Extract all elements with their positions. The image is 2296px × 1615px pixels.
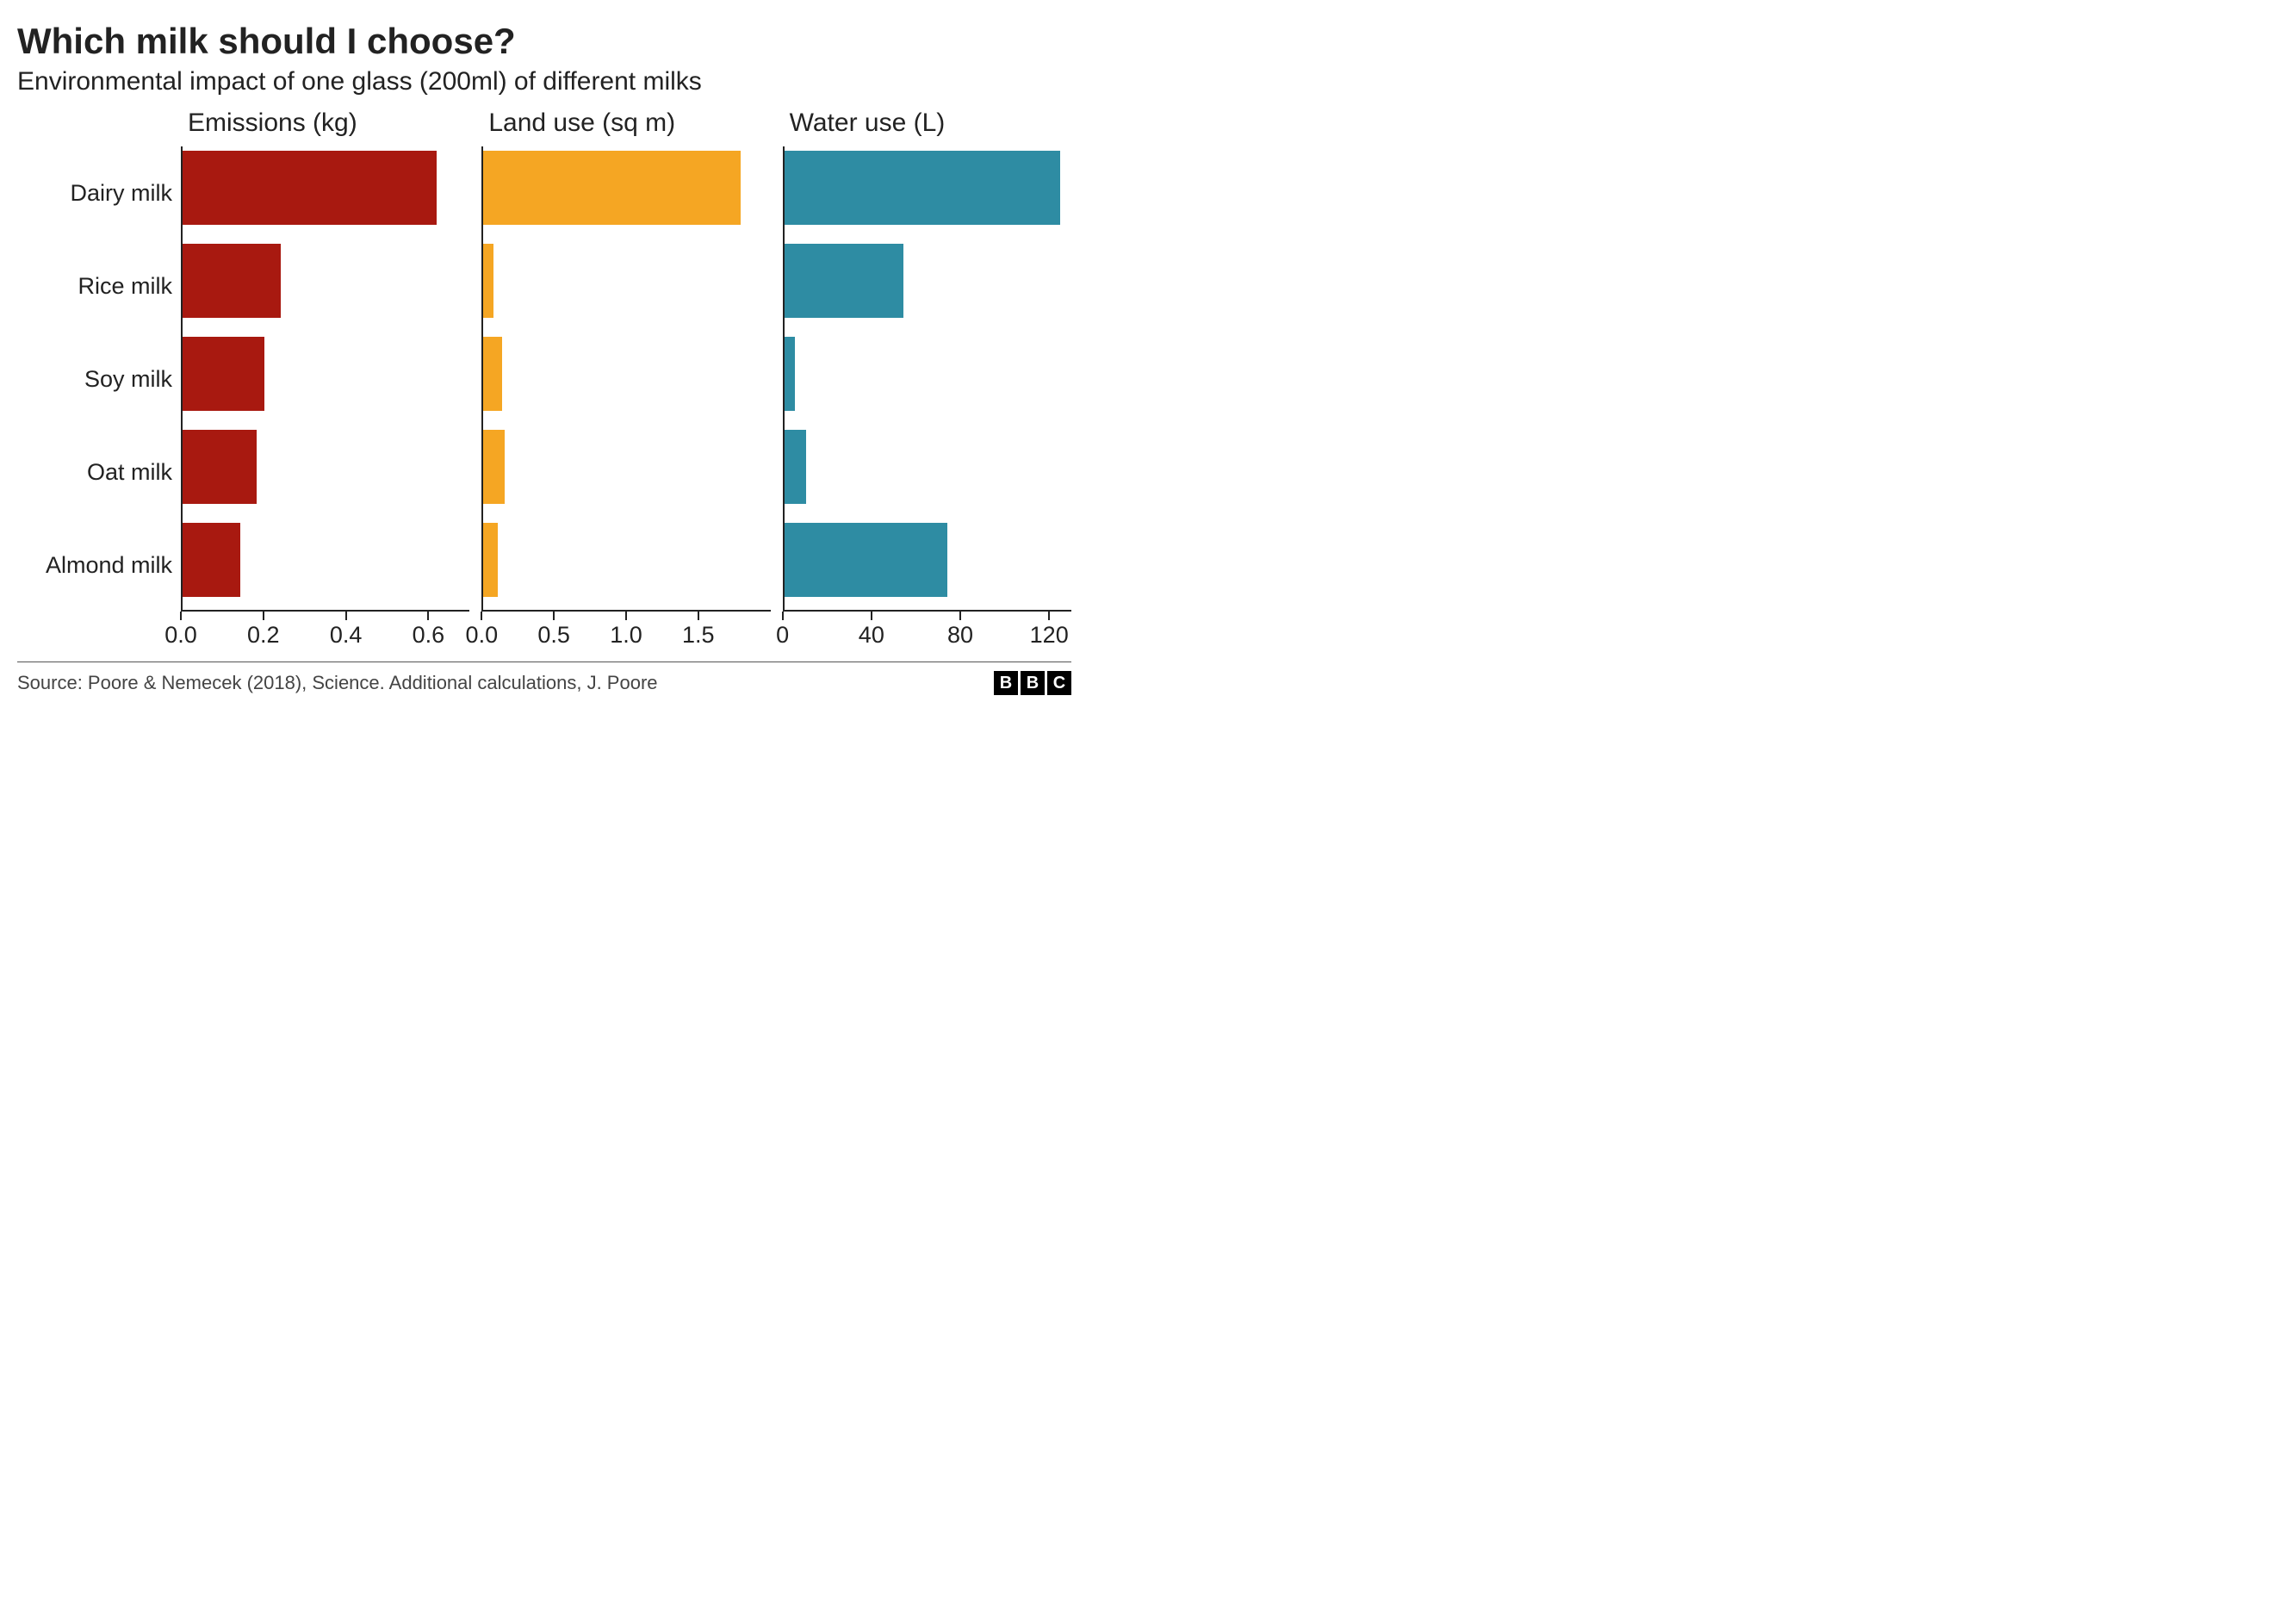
x-tick-label: 0.0	[164, 622, 197, 649]
x-tick-label: 80	[947, 622, 973, 649]
bar	[785, 430, 807, 504]
chart-title: Land use (sq m)	[481, 107, 770, 146]
chart-panel-emissions: Emissions (kg)0.00.20.40.6	[181, 107, 469, 655]
bar	[183, 244, 281, 318]
bar	[183, 151, 437, 225]
source-text: Source: Poore & Nemecek (2018), Science.…	[17, 672, 658, 694]
x-tick	[782, 612, 784, 620]
page-subtitle: Environmental impact of one glass (200ml…	[17, 67, 1071, 96]
bbc-logo-letter: B	[1021, 671, 1045, 695]
x-tick	[959, 612, 961, 620]
x-tick	[698, 612, 699, 620]
category-label: Dairy milk	[17, 146, 181, 239]
category-label: Almond milk	[17, 519, 181, 612]
x-tick-label: 0	[776, 622, 789, 649]
bbc-logo: BBC	[994, 671, 1071, 695]
bar	[785, 244, 903, 318]
bar	[183, 430, 257, 504]
x-tick	[1048, 612, 1050, 620]
charts-row: Dairy milkRice milkSoy milkOat milkAlmon…	[17, 107, 1071, 655]
bar	[483, 430, 505, 504]
x-tick	[345, 612, 347, 620]
x-axis: 0.00.51.01.5	[481, 612, 770, 655]
x-tick	[263, 612, 264, 620]
plot-area	[181, 146, 469, 612]
bar	[183, 523, 240, 597]
bar	[183, 337, 264, 411]
x-tick	[625, 612, 627, 620]
bbc-logo-letter: B	[994, 671, 1018, 695]
plot-area	[481, 146, 770, 612]
bar	[483, 523, 498, 597]
chart-title: Emissions (kg)	[181, 107, 469, 146]
bar	[483, 337, 502, 411]
x-tick-label: 120	[1030, 622, 1069, 649]
x-axis: 0.00.20.40.6	[181, 612, 469, 655]
x-tick-label: 1.0	[610, 622, 642, 649]
x-tick-label: 0.4	[330, 622, 363, 649]
chart-panel-water: Water use (L)04080120	[783, 107, 1071, 655]
x-tick-label: 0.6	[413, 622, 445, 649]
x-tick-label: 40	[859, 622, 884, 649]
x-tick	[481, 612, 482, 620]
x-tick-label: 1.5	[682, 622, 715, 649]
x-tick	[553, 612, 555, 620]
footer: Source: Poore & Nemecek (2018), Science.…	[17, 662, 1071, 695]
plot-area	[783, 146, 1071, 612]
x-tick-label: 0.5	[537, 622, 570, 649]
category-label: Soy milk	[17, 332, 181, 425]
page-title: Which milk should I choose?	[17, 21, 1071, 62]
bar	[483, 151, 740, 225]
bar	[785, 337, 796, 411]
chart-panel-land: Land use (sq m)0.00.51.01.5	[481, 107, 770, 655]
chart-title: Water use (L)	[783, 107, 1071, 146]
x-tick	[180, 612, 182, 620]
chart-panels: Emissions (kg) 0.0 0.2 0.4 0.6 Land use (sq m…	[181, 107, 1071, 655]
bar	[785, 523, 948, 597]
x-tick-label: 0.0	[466, 622, 499, 649]
bar	[483, 244, 493, 318]
category-labels-column: Dairy milkRice milkSoy milkOat milkAlmon…	[17, 107, 181, 655]
infographic-container: Which milk should I choose? Environmenta…	[0, 0, 1089, 705]
category-label: Oat milk	[17, 425, 181, 519]
category-label: Rice milk	[17, 239, 181, 332]
x-tick	[427, 612, 429, 620]
x-axis: 04080120	[783, 612, 1071, 655]
x-tick	[871, 612, 872, 620]
x-tick-label: 0.2	[247, 622, 280, 649]
bar	[785, 151, 1061, 225]
bbc-logo-letter: C	[1047, 671, 1071, 695]
